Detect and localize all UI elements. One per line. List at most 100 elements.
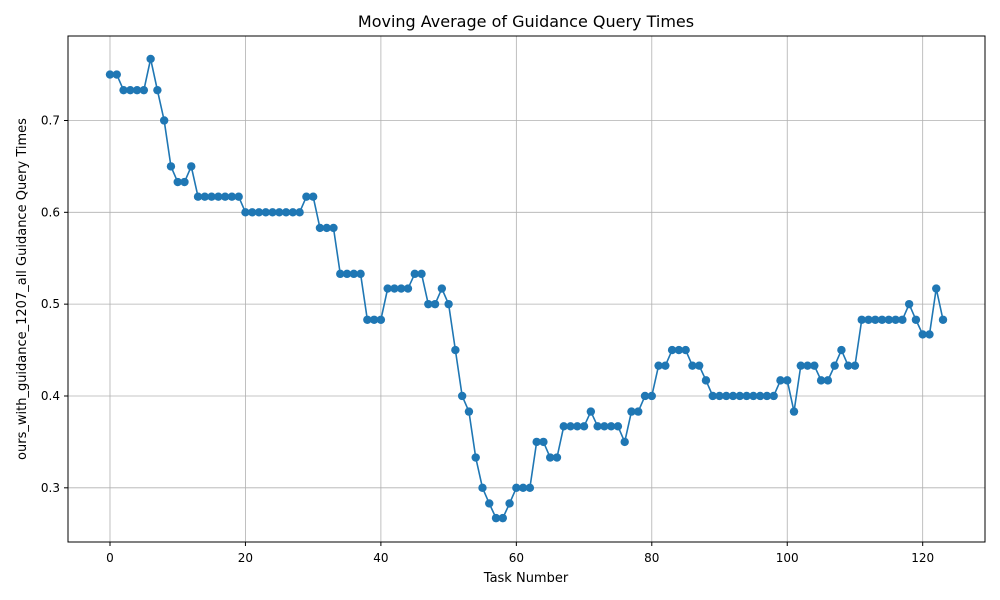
data-point — [918, 330, 927, 339]
data-point — [505, 499, 514, 508]
data-point — [593, 422, 602, 431]
x-tick-label: 80 — [644, 551, 659, 565]
data-point — [471, 453, 480, 462]
data-point — [546, 453, 555, 462]
data-point — [925, 330, 934, 339]
x-tick-label: 0 — [106, 551, 114, 565]
data-point — [153, 85, 162, 95]
data-point — [166, 162, 176, 171]
data-point — [119, 85, 128, 95]
data-point — [315, 223, 325, 233]
data-point — [220, 192, 230, 201]
data-point — [586, 407, 596, 416]
data-point — [437, 284, 447, 293]
data-point — [789, 407, 799, 416]
data-point — [485, 499, 494, 508]
data-point — [701, 376, 711, 385]
data-point — [376, 315, 386, 324]
y-tick-label: 0.5 — [41, 297, 60, 311]
data-point — [200, 192, 210, 201]
data-point — [268, 208, 277, 217]
y-tick-label: 0.4 — [41, 389, 60, 403]
data-point — [146, 54, 155, 64]
chart-title: Moving Average of Guidance Query Times — [358, 12, 694, 31]
data-point — [898, 315, 907, 324]
data-point — [126, 85, 135, 95]
data-point — [579, 422, 589, 431]
data-point — [417, 269, 426, 279]
data-point — [193, 192, 203, 201]
data-point — [613, 422, 623, 431]
data-point — [430, 299, 440, 309]
data-point — [816, 376, 826, 385]
data-point — [823, 376, 833, 385]
data-point — [871, 315, 880, 324]
data-point — [552, 453, 562, 462]
data-point — [369, 315, 379, 324]
data-point — [606, 422, 616, 431]
data-point — [464, 407, 474, 416]
data-point — [302, 192, 311, 201]
data-point — [491, 513, 501, 523]
x-tick-label: 60 — [509, 551, 524, 565]
data-point — [932, 284, 941, 293]
data-point — [573, 422, 582, 431]
data-point — [904, 299, 914, 309]
data-point — [667, 345, 677, 355]
data-point — [891, 315, 900, 324]
data-point — [383, 284, 392, 293]
data-point — [810, 361, 819, 370]
data-point — [769, 391, 778, 401]
data-point — [776, 376, 785, 385]
data-point — [207, 192, 216, 201]
data-point — [532, 437, 541, 447]
series-line — [109, 58, 944, 519]
data-point — [275, 208, 284, 217]
x-tick-label: 100 — [776, 551, 799, 565]
x-tick-label: 120 — [911, 551, 934, 565]
data-point — [877, 315, 887, 324]
data-point — [241, 208, 250, 217]
data-point — [857, 315, 866, 324]
data-point — [830, 361, 839, 370]
data-point — [742, 391, 751, 401]
data-point — [762, 391, 772, 401]
data-point — [796, 361, 805, 370]
x-axis-label: Task Number — [483, 571, 569, 586]
grid-lines — [68, 36, 985, 542]
data-point — [139, 85, 149, 95]
data-point — [112, 70, 121, 79]
data-point — [214, 192, 223, 201]
data-points — [105, 54, 948, 523]
data-point — [410, 269, 419, 279]
data-point — [248, 208, 257, 217]
data-point — [132, 85, 142, 95]
data-point — [173, 177, 182, 187]
data-point — [803, 361, 812, 370]
data-point — [661, 361, 670, 370]
data-point — [681, 345, 690, 355]
data-point — [403, 284, 413, 293]
data-point — [694, 361, 704, 370]
data-point — [424, 299, 433, 309]
x-tick-label: 20 — [238, 551, 253, 565]
data-point — [356, 269, 365, 279]
data-point — [180, 177, 189, 187]
data-point — [600, 422, 609, 431]
data-point — [105, 70, 115, 79]
plot-area-frame — [67, 35, 986, 543]
data-point — [451, 345, 460, 355]
y-tick-label: 0.3 — [41, 481, 60, 495]
data-point — [512, 483, 521, 493]
data-point — [525, 483, 535, 493]
y-axis-label: ours_with_guidance_1207_all Guidance Que… — [15, 118, 30, 460]
data-point — [647, 391, 656, 401]
data-point — [322, 223, 331, 233]
data-point — [457, 391, 467, 401]
data-point — [390, 284, 399, 293]
data-point — [227, 192, 237, 201]
axis-ticks: 0 20 40 60 80 100 120 0.3 0.4 0.5 0.6 0.7 — [41, 113, 934, 565]
data-point — [254, 208, 264, 217]
data-point — [620, 437, 629, 447]
